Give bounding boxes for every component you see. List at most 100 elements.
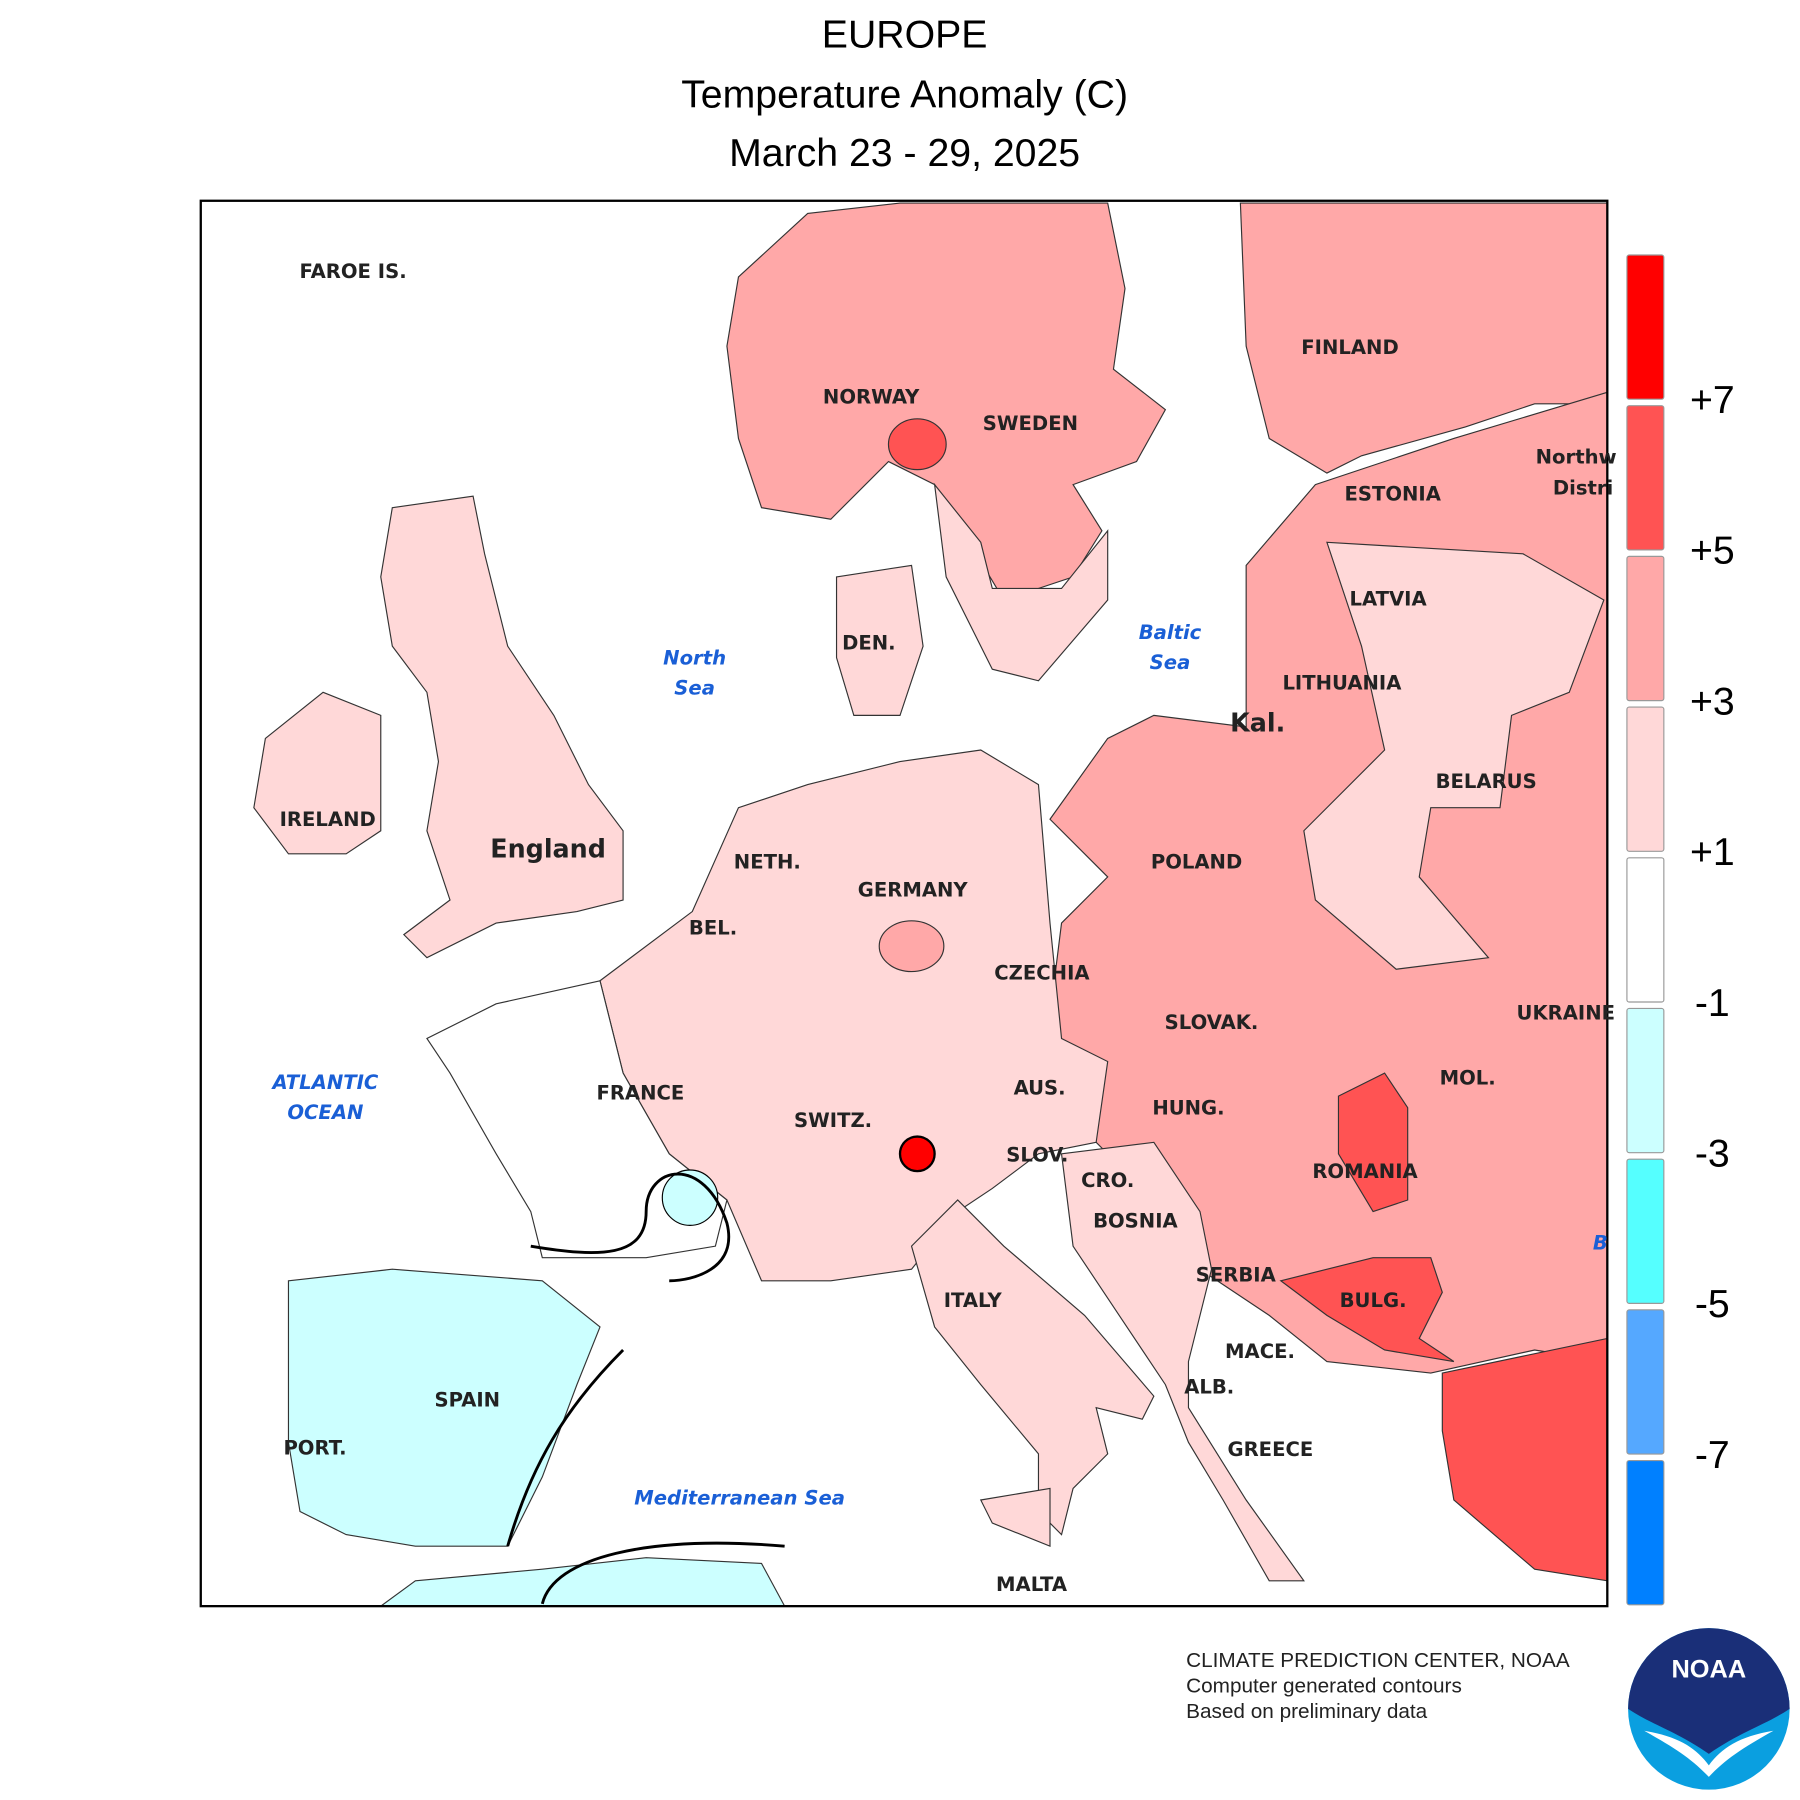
region-label: CZECHIA <box>994 961 1090 984</box>
legend-swatch <box>1626 706 1665 852</box>
legend-swatch <box>1626 857 1665 1003</box>
contour <box>530 1172 731 1283</box>
region-label: BULG. <box>1340 1289 1407 1312</box>
sea-label: OCEAN <box>287 1101 363 1124</box>
romania-anomaly <box>1337 1072 1409 1213</box>
legend-label: -3 <box>1695 1132 1730 1176</box>
map-frame <box>199 199 1609 1608</box>
legend-label: +7 <box>1690 378 1735 422</box>
scandinavia <box>726 202 1167 601</box>
iberia <box>287 1268 601 1547</box>
sea-label: Sea <box>674 676 715 699</box>
region-label: BELARUS <box>1436 770 1537 793</box>
legend-swatch <box>1626 555 1665 702</box>
region-label: POLAND <box>1151 851 1242 874</box>
legend-label: -1 <box>1695 981 1730 1025</box>
legend: +7 +5 +3 +1 -1 -3 -5 -7 <box>1626 254 1735 1606</box>
region-label: Distri <box>1553 477 1613 500</box>
legend-swatch <box>1626 1309 1665 1455</box>
region-label: NORWAY <box>823 386 920 409</box>
anomaly-blob <box>878 920 945 973</box>
sea-label: B <box>1593 1231 1608 1254</box>
sea-label: Baltic <box>1139 621 1202 644</box>
footer-line: Computer generated contours <box>1186 1674 1462 1697</box>
legend-label: -5 <box>1695 1282 1730 1326</box>
anomaly-blob <box>661 1169 719 1226</box>
legend-swatch <box>1626 405 1665 551</box>
logo-text: NOAA <box>1671 1655 1746 1683</box>
region-label: GREECE <box>1227 1438 1313 1461</box>
region-label: ITALY <box>944 1289 1003 1312</box>
region-label: SPAIN <box>435 1388 501 1411</box>
turkey-anomaly <box>1441 1337 1608 1582</box>
legend-label: +5 <box>1690 529 1735 573</box>
region-label: ESTONIA <box>1344 483 1441 506</box>
britain <box>380 495 624 959</box>
region-label: GERMANY <box>858 878 969 901</box>
legend-swatch <box>1626 1459 1665 1606</box>
region-label: SLOV. <box>1006 1144 1068 1167</box>
region-label: SERBIA <box>1196 1264 1277 1287</box>
period: March 23 - 29, 2025 <box>729 131 1080 175</box>
subtitle: Temperature Anomaly (C) <box>681 72 1128 116</box>
legend-label: +3 <box>1690 679 1735 723</box>
legend-label: +1 <box>1690 830 1735 874</box>
region-label: SWITZ. <box>794 1109 872 1132</box>
legend-swatch <box>1626 1007 1665 1154</box>
region-label: ALB. <box>1184 1376 1234 1399</box>
region-label: BEL. <box>689 916 737 939</box>
anomaly-blob <box>898 1135 936 1173</box>
region-label: MOL. <box>1440 1066 1496 1089</box>
ireland <box>253 691 382 855</box>
noaa-logo: NOAA <box>1628 1628 1790 1790</box>
region-label: HUNG. <box>1152 1096 1224 1119</box>
anomaly-blob <box>887 418 947 471</box>
map-labels: FAROE IS. NORWAY SWEDEN FINLAND Northw D… <box>270 260 1616 1596</box>
footer-line: Based on preliminary data <box>1186 1700 1428 1723</box>
region-label: Kal. <box>1230 708 1285 738</box>
south-sweden <box>933 482 1109 682</box>
region-label: IRELAND <box>280 808 376 831</box>
contour <box>506 1348 625 1547</box>
region-label: UKRAINE <box>1517 1002 1616 1025</box>
region-label: SWEDEN <box>983 412 1078 435</box>
region-label: LITHUANIA <box>1282 672 1402 695</box>
region-label: England <box>490 833 606 863</box>
region-label: Northw <box>1536 446 1617 469</box>
region-label: BOSNIA <box>1093 1209 1178 1232</box>
map <box>200 200 1608 1607</box>
central-europe <box>599 749 1109 1282</box>
footer-line: CLIMATE PREDICTION CENTER, NOAA <box>1186 1649 1570 1672</box>
sea-label: Mediterranean Sea <box>634 1486 845 1509</box>
bulgaria-anomaly <box>1279 1257 1455 1363</box>
balkans <box>1060 1141 1305 1582</box>
italy <box>910 1199 1155 1536</box>
region-label: CRO. <box>1081 1169 1134 1192</box>
region-label: DEN. <box>842 631 896 654</box>
region-label: NETH. <box>734 851 801 874</box>
finland <box>1239 202 1608 474</box>
belarus <box>1303 541 1605 970</box>
region-label: LATVIA <box>1349 588 1427 611</box>
legend-swatch <box>1626 1158 1665 1304</box>
legend-label: -7 <box>1695 1433 1730 1477</box>
sea-label: North <box>663 646 726 669</box>
region-label: FAROE IS. <box>299 260 406 283</box>
region-label: SLOVAK. <box>1165 1011 1259 1034</box>
region-label: AUS. <box>1014 1077 1066 1100</box>
region-label: FINLAND <box>1301 336 1398 359</box>
region-label: MACE. <box>1225 1340 1295 1363</box>
region-label: MALTA <box>996 1573 1068 1596</box>
north-africa <box>379 1557 786 1607</box>
region-label: PORT. <box>283 1437 346 1460</box>
legend-swatch <box>1626 254 1665 400</box>
contour <box>540 1541 785 1605</box>
sicily <box>979 1487 1051 1548</box>
region-label: ROMANIA <box>1312 1160 1418 1183</box>
sea-label: Sea <box>1150 651 1191 674</box>
denmark <box>835 564 924 716</box>
title: EUROPE <box>822 12 988 56</box>
sea-label: ATLANTIC <box>270 1071 378 1094</box>
region-label: FRANCE <box>596 1081 684 1104</box>
